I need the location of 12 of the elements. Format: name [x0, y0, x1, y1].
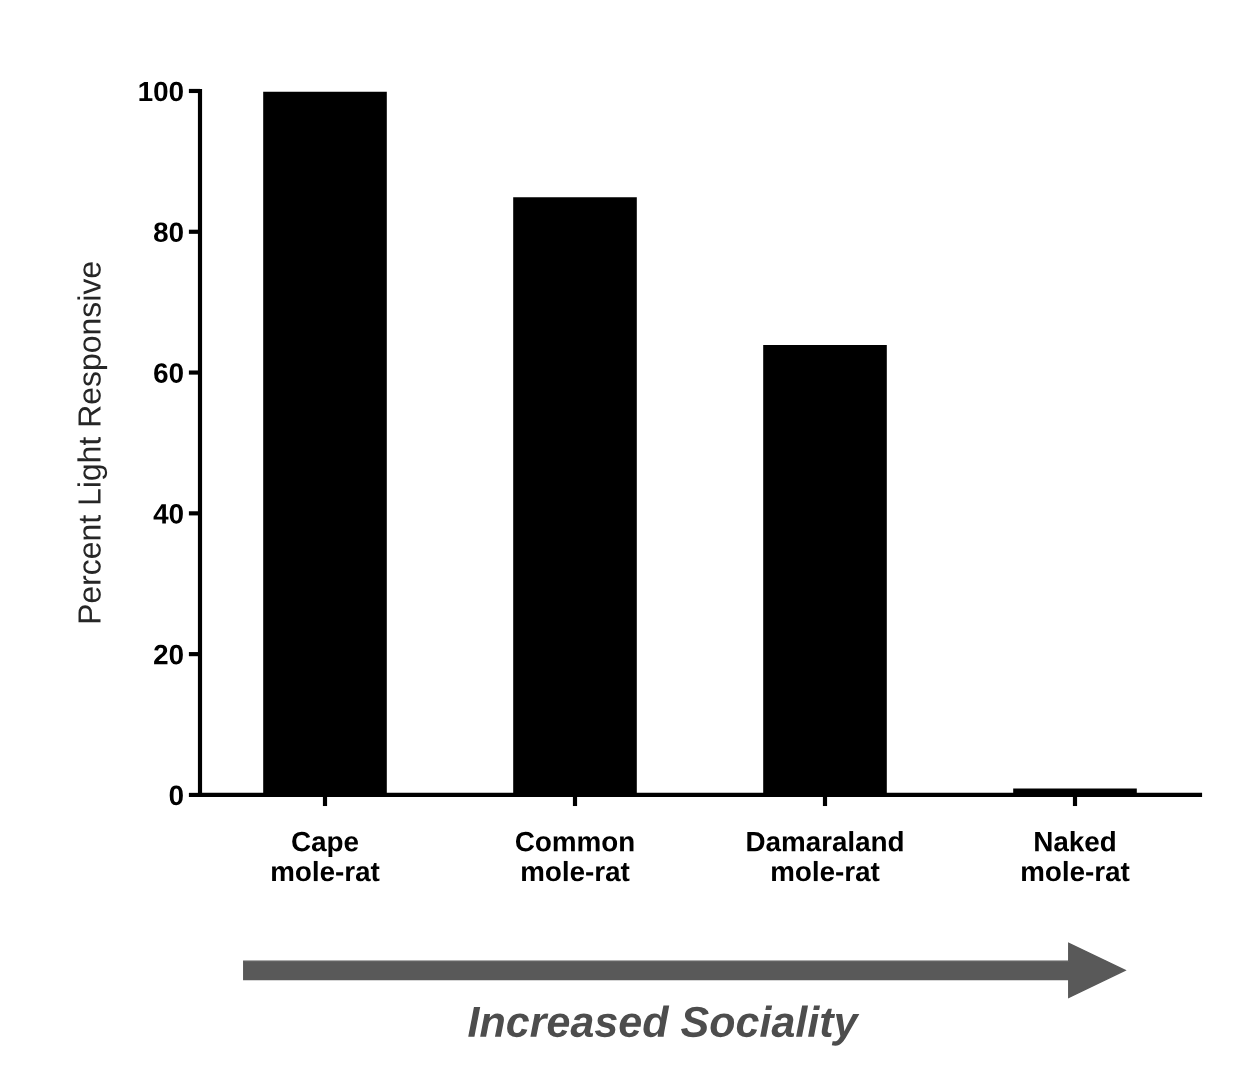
y-tick-label: 100 — [139, 81, 183, 102]
x-tick-label: Cape mole-rat — [272, 831, 380, 882]
y-tick-label: 20 — [154, 644, 183, 665]
y-tick-label: 60 — [154, 363, 183, 383]
y-tick-label: 80 — [154, 222, 183, 243]
x-tick-label: Naked mole-rat — [1022, 831, 1130, 882]
text: Increased Sociality — [468, 1005, 860, 1046]
y-tick-label: 0 — [169, 785, 183, 806]
x-tick-label: Common mole-rat — [515, 831, 634, 882]
x-tick-label: Damaraland mole-rat — [747, 831, 903, 882]
y-axis-title: Percent Light Responsive — [77, 262, 108, 623]
y-tick-label: 40 — [153, 504, 183, 524]
